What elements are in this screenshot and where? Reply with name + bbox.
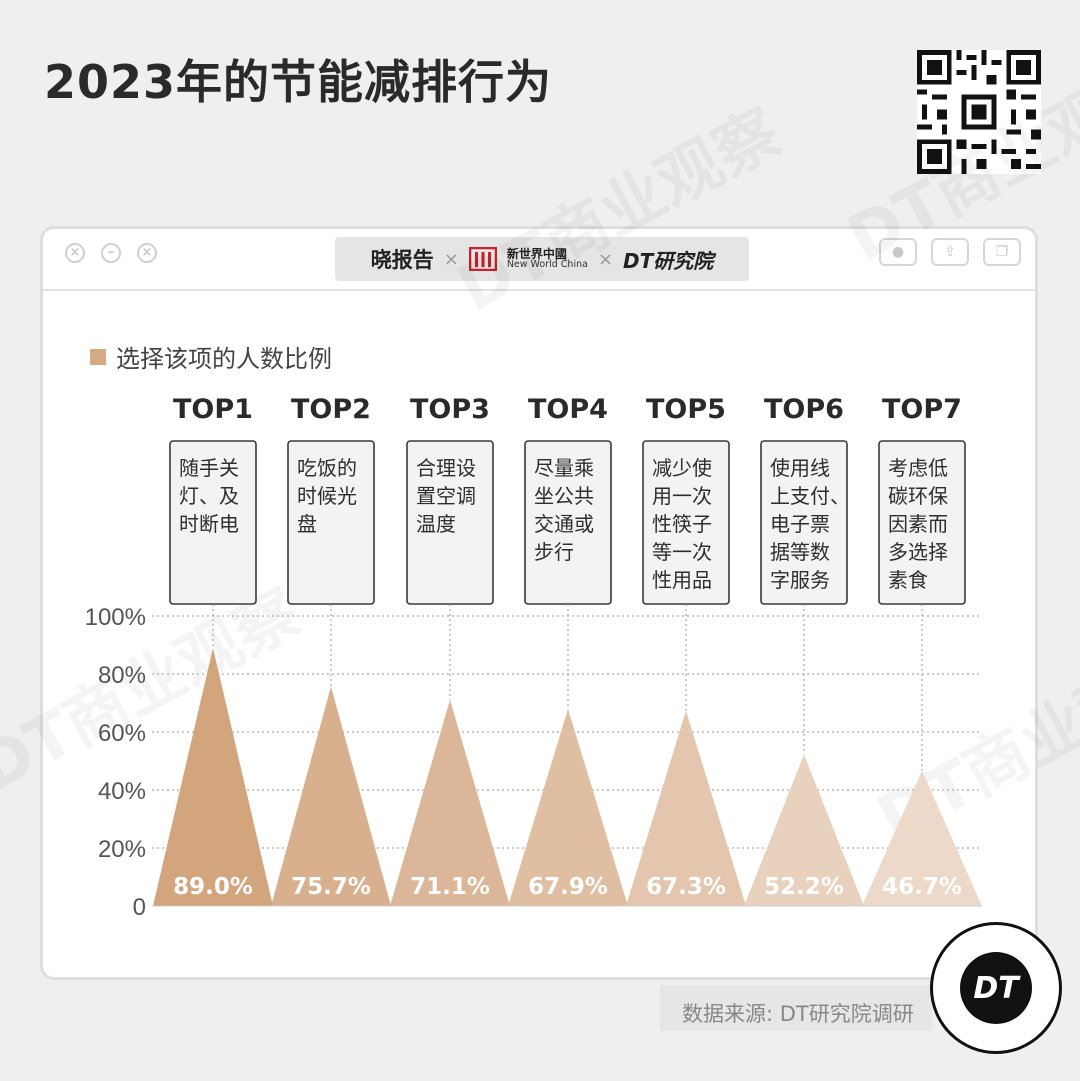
minimize-dot-icon[interactable]: – — [101, 243, 121, 263]
chart-legend: 选择该项的人数比例 — [90, 339, 332, 374]
brand-separator: × — [443, 248, 459, 270]
category-label: TOP4 — [528, 394, 608, 425]
source-box — [660, 985, 932, 1031]
description-line: 考虑低 — [888, 456, 948, 480]
new-world-china-logo-icon — [468, 247, 497, 271]
triangle-bar — [862, 770, 982, 906]
triangle-bar — [153, 647, 273, 906]
window-title-bar: × – × 晓报告 × 新世界中國 New World China × DT研究… — [43, 229, 1035, 291]
category-label: TOP7 — [882, 394, 962, 425]
description-line: 因素而 — [888, 512, 948, 536]
description-line: 盘 — [297, 512, 317, 536]
description-line: 等一次 — [652, 540, 712, 564]
page-title: 2023年的节能减排行为 — [44, 55, 553, 109]
description-line: 字服务 — [770, 568, 830, 592]
data-source: 数据来源: DT研究院调研 — [682, 1002, 914, 1026]
description-line: 上支付、 — [770, 484, 850, 508]
brand-new-world-china-en: New World China — [506, 259, 588, 271]
category-label: TOP6 — [764, 394, 844, 425]
description-line: 交通或 — [534, 512, 594, 536]
value-label: 75.7% — [291, 874, 371, 900]
y-tick-label: 0 — [133, 894, 146, 921]
category-label: TOP1 — [173, 394, 253, 425]
value-label: 89.0% — [173, 874, 253, 900]
brand-xiaobaogao: 晓报告 — [370, 248, 434, 272]
triangle-bar — [271, 686, 391, 906]
description-line: 步行 — [534, 540, 574, 564]
description-line: 据等数 — [770, 540, 830, 564]
y-tick-label: 60% — [98, 720, 146, 747]
category-label: TOP3 — [410, 394, 490, 425]
description-line: 温度 — [416, 512, 456, 536]
description-line: 用一次 — [652, 484, 712, 508]
close-dot-icon[interactable]: × — [65, 243, 85, 263]
description-line: 时断电 — [179, 512, 239, 536]
legend-swatch — [90, 348, 106, 365]
brand-dt-research: DT研究院 — [623, 248, 714, 273]
description-line: 尽量乘 — [534, 456, 594, 480]
description-line: 置空调 — [416, 484, 476, 508]
y-tick-label: 20% — [98, 836, 146, 863]
description-line: 减少使 — [652, 456, 712, 480]
value-label: 52.2% — [764, 874, 844, 900]
value-label: 67.3% — [646, 874, 726, 900]
category-label: TOP2 — [291, 394, 371, 425]
qr-code — [917, 50, 1041, 174]
share-button-icon[interactable]: ⇪ — [931, 238, 969, 266]
description-line: 性筷子 — [652, 512, 712, 536]
triangle-bar — [744, 754, 864, 906]
dt-badge: DT — [930, 922, 1062, 1054]
description-line: 坐公共 — [534, 484, 594, 508]
value-label: 67.9% — [528, 874, 608, 900]
dt-logo-icon: DT — [960, 952, 1032, 1024]
description-line: 随手关 — [179, 456, 239, 480]
value-label: 46.7% — [882, 874, 962, 900]
description-line: 性用品 — [652, 568, 712, 592]
y-tick-label: 40% — [98, 778, 146, 805]
brand-new-world-china-cn: 新世界中國 — [506, 246, 567, 261]
description-line: 合理设 — [416, 456, 476, 480]
description-line: 时候光 — [297, 484, 357, 508]
copy-button-icon[interactable]: ❐ — [983, 238, 1021, 266]
brand-new-world-china: 新世界中國 New World China — [507, 248, 588, 271]
description-line: 使用线 — [770, 456, 830, 480]
brand-bar: 晓报告 × 新世界中國 New World China × DT研究院 — [335, 237, 749, 281]
value-label: 71.1% — [410, 874, 490, 900]
description-line: 多选择 — [888, 540, 948, 564]
description-line: 碳环保 — [888, 484, 948, 508]
brand-separator: × — [597, 248, 614, 270]
legend-label: 选择该项的人数比例 — [116, 345, 332, 373]
description-line: 电子票 — [770, 512, 830, 536]
description-line: 素食 — [888, 568, 928, 592]
triangle-bar — [390, 699, 510, 906]
record-button-icon[interactable]: ● — [879, 238, 917, 266]
y-tick-label: 100% — [85, 604, 146, 631]
category-label: TOP5 — [646, 394, 726, 425]
description-line: 灯、及 — [179, 484, 239, 508]
triangle-bar — [626, 710, 746, 906]
y-tick-label: 80% — [98, 662, 146, 689]
triangle-bar — [508, 709, 628, 906]
description-line: 吃饭的 — [297, 456, 357, 480]
maximize-dot-icon[interactable]: × — [137, 243, 157, 263]
